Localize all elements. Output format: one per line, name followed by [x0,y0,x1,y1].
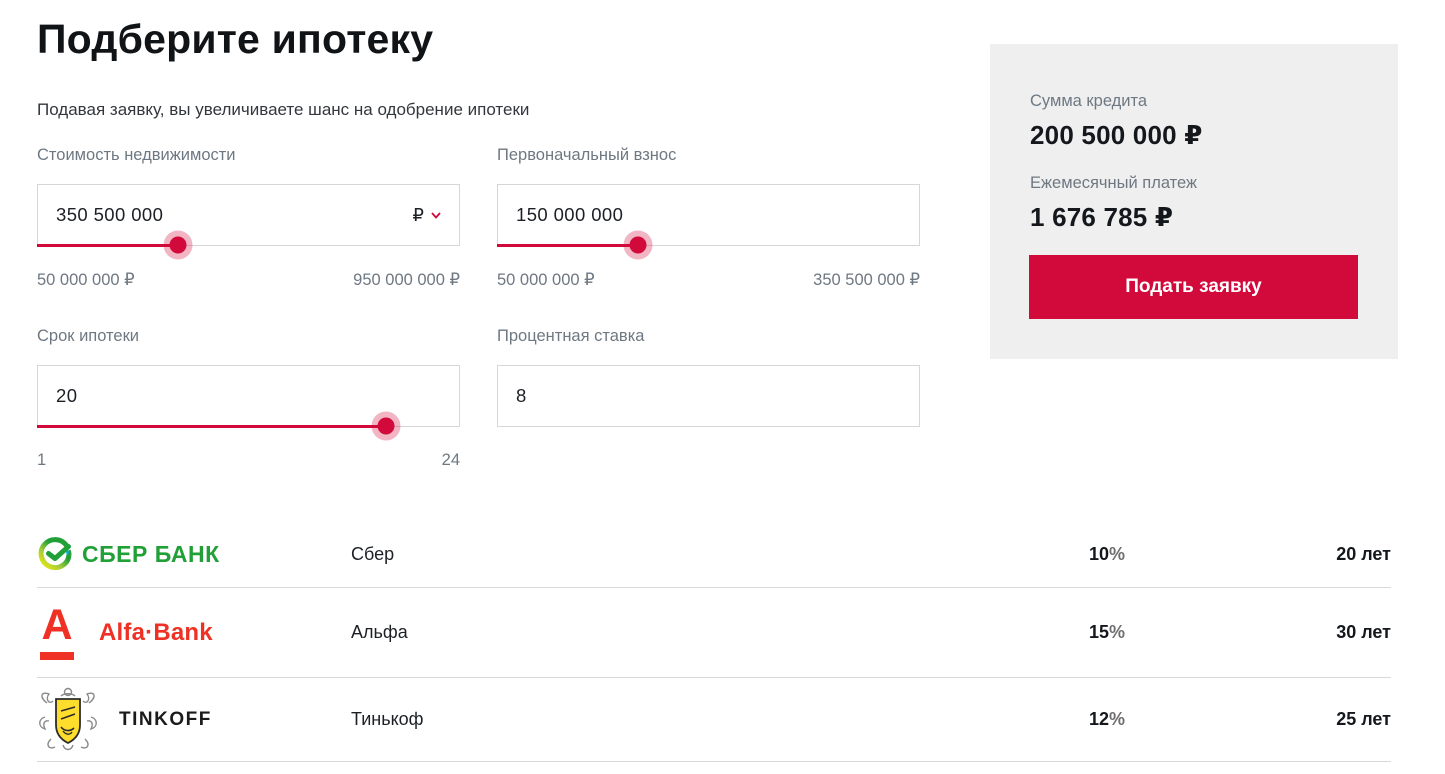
monthly-payment-label: Ежемесячный платеж [1030,174,1198,192]
rate-input-box [497,365,920,427]
monthly-payment-value: 1 676 785 ₽ [1030,202,1174,232]
bank-row-sber[interactable]: СБЕР БАНК Сбер 10% 20 лет [37,522,1391,588]
slider-fill [37,244,179,247]
rate-label: Процентная ставка [497,327,645,345]
bank-row-alfa[interactable]: A Alfa·Bank Альфа 15% 30 лет [37,588,1391,678]
bank-term: 25 лет [1336,709,1391,729]
term-label: Срок ипотеки [37,327,140,345]
property-value-input-box: ₽ [37,184,460,254]
sber-logo: СБЕР БАНК [37,536,351,573]
property-value-field: Стоимость недвижимости ₽ 50 000 000 ₽ 95… [37,146,460,290]
down-payment-field: Первоначальный взнос 50 000 000 ₽ 350 50… [497,146,920,290]
submit-application-button[interactable]: Подать заявку [1029,255,1358,319]
alfa-logo: A Alfa·Bank [37,604,351,660]
term-slider [37,417,460,435]
max-value-label: 24 [441,451,460,469]
property-value-slider [37,236,460,254]
down-payment-slider [497,236,920,254]
bank-list: СБЕР БАНК Сбер 10% 20 лет A Alfa·Bank Ал… [37,522,1391,762]
rate-field: Процентная ставка [497,327,920,427]
down-payment-label: Первоначальный взнос [497,146,677,164]
property-value-slider-thumb[interactable] [169,236,187,254]
tinkoff-logo-text: TINKOFF [119,708,212,730]
term-slider-thumb[interactable] [377,417,395,435]
slider-fill [497,244,638,247]
tinkoff-crest-icon [39,687,97,750]
page-title: Подберите ипотеку [37,16,434,62]
term-input[interactable] [56,385,441,407]
page-subtitle: Подавая заявку, вы увеличиваете шанс на … [37,100,530,119]
max-value-label: 950 000 000 ₽ [353,271,460,289]
term-range: 1 24 [37,451,460,470]
bank-name: Альфа [351,622,408,642]
loan-amount-value: 200 500 000 ₽ [1030,120,1203,150]
ruble-symbol: ₽ [412,204,424,225]
property-value-range: 50 000 000 ₽ 950 000 000 ₽ [37,270,460,290]
down-payment-input-box [497,184,920,254]
term-field: Срок ипотеки 1 24 [37,327,460,470]
max-value-label: 350 500 000 ₽ [813,271,920,289]
bank-name: Сбер [351,544,395,564]
chevron-down-icon [431,211,441,219]
bank-rate: 10% [1088,544,1125,564]
summary-panel: Сумма кредита 200 500 000 ₽ Ежемесячный … [990,44,1398,359]
bank-rate: 12% [1088,709,1125,729]
bank-term: 20 лет [1336,544,1391,564]
bank-rate: 15% [1088,622,1125,642]
min-value-label: 1 [37,451,47,469]
slider-fill [37,425,387,428]
bank-term: 30 лет [1336,622,1391,642]
bank-row-tinkoff[interactable]: TINKOFF Тинькоф 12% 25 лет [37,678,1391,762]
alfa-logo-text: Alfa·Bank [99,618,213,646]
down-payment-slider-thumb[interactable] [629,236,647,254]
sber-logo-text: СБЕР БАНК [82,541,220,567]
term-input-box [37,365,460,435]
property-value-label: Стоимость недвижимости [37,146,236,164]
alfa-a-icon: A [37,604,77,660]
property-value-input[interactable] [56,204,413,226]
min-value-label: 50 000 000 ₽ [497,271,595,289]
sber-check-icon [38,536,72,570]
currency-select[interactable]: ₽ [413,205,441,226]
down-payment-range: 50 000 000 ₽ 350 500 000 ₽ [497,270,920,290]
tinkoff-logo: TINKOFF [37,687,351,753]
loan-amount-label: Сумма кредита [1030,92,1148,110]
down-payment-input[interactable] [516,204,901,226]
bank-name: Тинькоф [351,709,424,729]
min-value-label: 50 000 000 ₽ [37,271,135,289]
rate-input[interactable] [516,385,901,407]
